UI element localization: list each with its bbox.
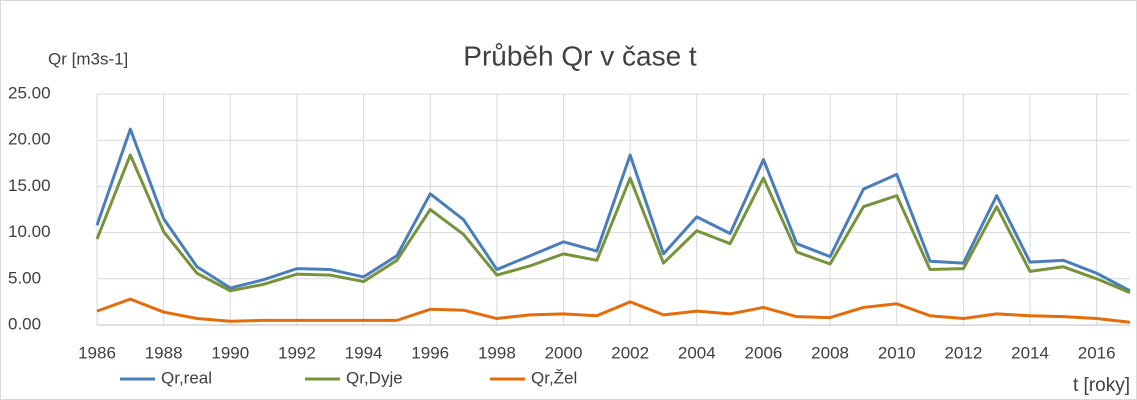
x-tick-label: 1986 xyxy=(78,343,116,362)
y-axis-label: Qr [m3s-1] xyxy=(48,49,128,68)
x-tick-label: 1990 xyxy=(211,343,249,362)
x-axis-label: t [roky] xyxy=(1073,375,1130,396)
y-tick-label: 10.00 xyxy=(8,222,51,241)
series-line xyxy=(95,127,1131,293)
series-line xyxy=(95,153,1131,295)
x-tick-label: 1988 xyxy=(145,343,183,362)
x-tick-label: 2000 xyxy=(545,343,583,362)
x-tick-label: 2002 xyxy=(611,343,649,362)
y-tick-label: 15.00 xyxy=(8,176,51,195)
x-tick-label: 2006 xyxy=(745,343,783,362)
x-tick-label: 2012 xyxy=(944,343,982,362)
x-tick-label: 2004 xyxy=(678,343,716,362)
chart-title: Průběh Qr v čase t xyxy=(463,40,697,71)
legend-label: Qr,Žel xyxy=(531,368,577,387)
y-tick-label: 5.00 xyxy=(8,268,41,287)
x-tick-label: 2014 xyxy=(1011,343,1049,362)
legend-label: Qr,Dyje xyxy=(346,368,403,387)
y-tick-label: 20.00 xyxy=(8,130,51,149)
x-tick-label: 2016 xyxy=(1078,343,1116,362)
y-tick-label: 0.00 xyxy=(8,314,41,333)
x-tick-label: 1996 xyxy=(411,343,449,362)
series-line xyxy=(96,297,1131,324)
y-tick-label: 25.00 xyxy=(8,83,51,102)
x-tick-label: 1998 xyxy=(478,343,516,362)
x-tick-label: 2010 xyxy=(878,343,916,362)
x-tick-label: 1994 xyxy=(345,343,383,362)
x-tick-label: 1992 xyxy=(278,343,316,362)
legend-label: Qr,real xyxy=(161,368,212,387)
x-tick-label: 2008 xyxy=(811,343,849,362)
